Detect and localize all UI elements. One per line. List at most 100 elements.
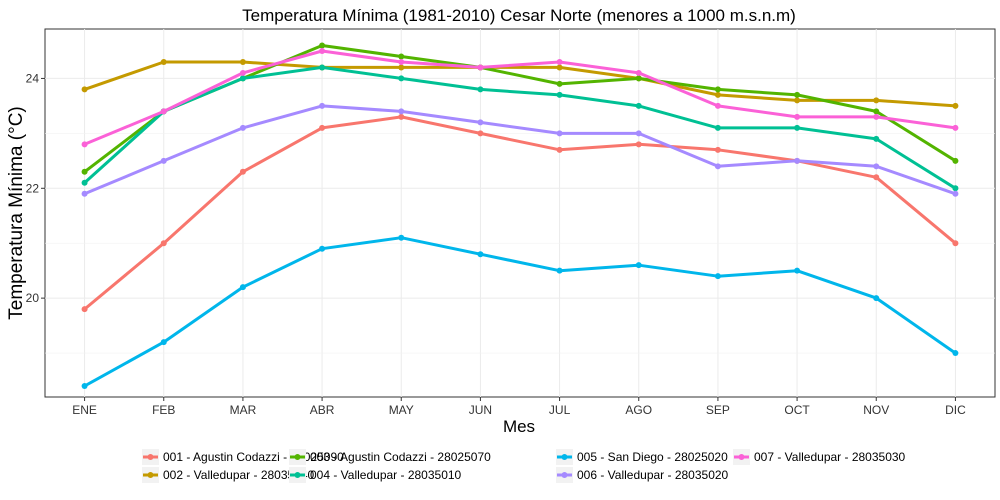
data-point	[81, 383, 88, 390]
axes: 20 22 24 ENE FEB MAR ABR MAY JUN JUL AGO SEP OCT NOV D…	[26, 71, 966, 417]
legend-key-point	[294, 472, 301, 478]
data-point	[556, 58, 563, 65]
data-point	[160, 339, 167, 346]
plot-panel	[44, 28, 996, 398]
data-point	[239, 168, 246, 175]
legend-label: 003 - Agustin Codazzi - 28025070	[310, 450, 491, 464]
series-5	[81, 234, 959, 390]
data-point	[714, 124, 721, 131]
data-point	[794, 97, 801, 104]
x-tick-label: JUN	[469, 403, 492, 417]
data-point	[319, 42, 326, 49]
data-point	[81, 86, 88, 93]
data-point	[873, 295, 880, 302]
data-point	[952, 185, 959, 192]
data-point	[635, 141, 642, 148]
data-point	[319, 102, 326, 109]
x-tick-label: ABR	[310, 403, 335, 417]
legend-label: 005 - San Diego - 28025020	[577, 450, 728, 464]
data-point	[239, 284, 246, 291]
legend-key-point	[561, 472, 568, 478]
data-point	[160, 108, 167, 115]
data-point	[714, 163, 721, 170]
legend-label: 006 - Valledupar - 28035020	[577, 468, 729, 482]
data-point	[873, 174, 880, 181]
y-tick-label: 22	[26, 181, 40, 195]
data-point	[952, 240, 959, 247]
x-axis-title: Mes	[503, 417, 535, 436]
data-point	[239, 58, 246, 65]
data-point	[160, 58, 167, 65]
data-point	[556, 267, 563, 274]
data-point	[794, 157, 801, 164]
data-point	[477, 251, 484, 258]
data-point	[635, 75, 642, 82]
data-point	[873, 135, 880, 142]
series-line	[83, 236, 957, 388]
series-lines	[81, 42, 959, 390]
x-tick-label: AGO	[625, 403, 652, 417]
data-point	[714, 102, 721, 109]
data-point	[398, 53, 405, 60]
x-tick-label: OCT	[784, 403, 810, 417]
data-point	[635, 102, 642, 109]
data-point	[794, 267, 801, 274]
data-point	[635, 262, 642, 269]
data-point	[873, 113, 880, 120]
data-point	[81, 306, 88, 313]
legend-item: 007 - Valledupar - 28035030	[733, 449, 906, 465]
x-tick-label: DIC	[945, 403, 966, 417]
legend-item: 002 - Valledupar - 28035040	[142, 467, 315, 483]
series-line	[84, 49, 956, 146]
data-point	[952, 157, 959, 164]
legend-item: 005 - San Diego - 28025020	[556, 449, 728, 465]
data-point	[398, 58, 405, 65]
data-point	[714, 273, 721, 280]
series-line	[83, 115, 957, 311]
chart-title: Temperatura Mínima (1981-2010) Cesar Nor…	[242, 6, 796, 25]
y-tick-label: 24	[26, 71, 40, 85]
data-point	[239, 69, 246, 76]
legend-label: 007 - Valledupar - 28035030	[754, 450, 906, 464]
legend-key-point	[294, 454, 301, 460]
legend-label: 004 - Valledupar - 28035010	[310, 468, 462, 482]
y-axis-title: Temperatura Mínima (°C)	[6, 106, 27, 319]
data-point	[319, 245, 326, 252]
data-point	[952, 350, 959, 357]
data-point	[398, 75, 405, 82]
data-point	[477, 64, 484, 71]
data-point	[239, 75, 246, 82]
series-1	[81, 113, 959, 313]
data-point	[556, 130, 563, 137]
x-tick-label: ENE	[72, 403, 97, 417]
data-point	[794, 124, 801, 131]
legend-label: 002 - Valledupar - 28035040	[163, 468, 315, 482]
data-point	[952, 190, 959, 197]
data-point	[81, 141, 88, 148]
data-point	[319, 47, 326, 54]
data-point	[398, 64, 405, 71]
data-point	[81, 190, 88, 197]
data-point	[556, 146, 563, 153]
legend-item: 004 - Valledupar - 28035010	[289, 467, 462, 483]
data-point	[160, 157, 167, 164]
data-point	[714, 86, 721, 93]
data-point	[794, 113, 801, 120]
data-point	[635, 69, 642, 76]
data-point	[81, 179, 88, 186]
data-point	[81, 168, 88, 175]
data-point	[239, 124, 246, 131]
y-tick-label: 20	[26, 291, 40, 305]
legend-item: 003 - Agustin Codazzi - 28025070	[289, 449, 491, 465]
legend-key-point	[147, 454, 154, 460]
data-point	[477, 86, 484, 93]
series-line	[84, 104, 956, 196]
data-point	[952, 124, 959, 131]
series-line	[84, 60, 956, 108]
data-point	[714, 146, 721, 153]
data-point	[556, 64, 563, 71]
data-point	[319, 64, 326, 71]
legend-key-point	[738, 454, 745, 460]
x-tick-label: MAR	[230, 403, 257, 417]
